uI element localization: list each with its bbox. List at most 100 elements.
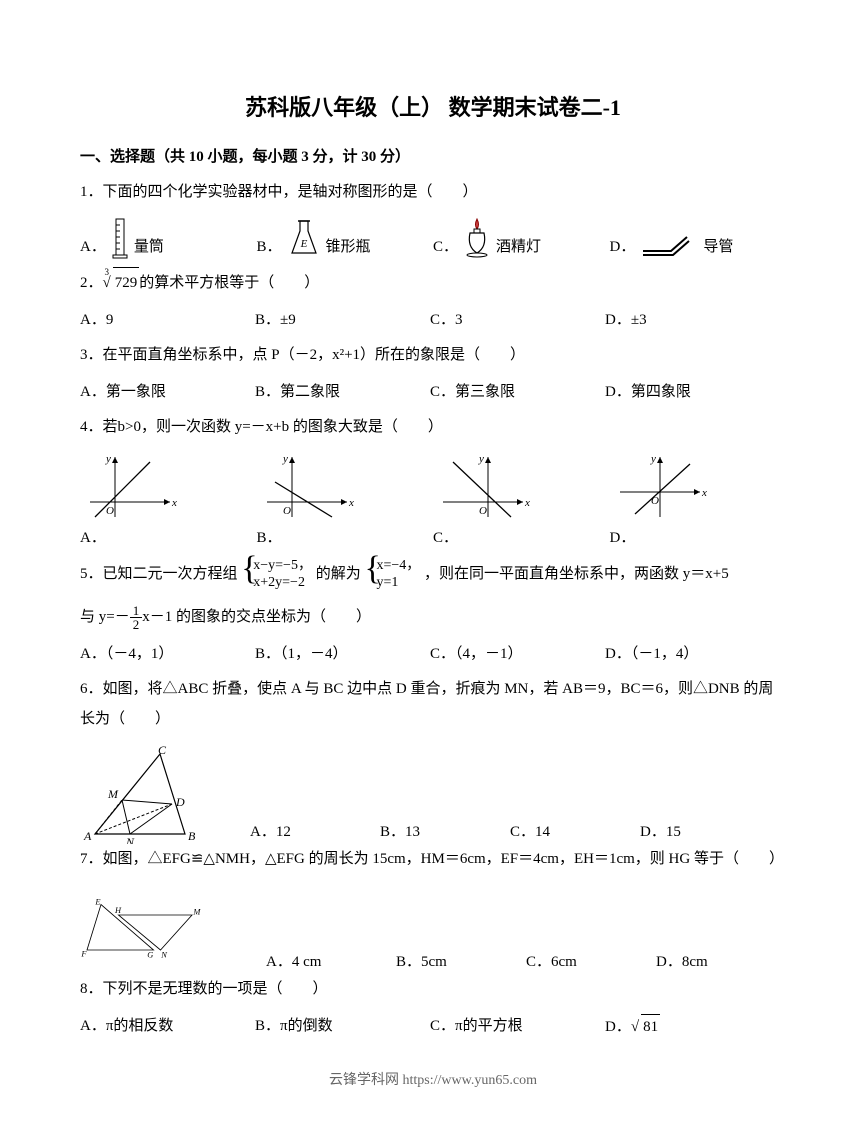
- q5-d: D．（－1，4）: [605, 642, 780, 666]
- alcohol-lamp-icon: [462, 217, 492, 259]
- q3-options: A．第一象限 B．第二象限 C．第三象限 D．第四象限: [80, 380, 786, 404]
- q6-text: 6．如图，将△ABC 折叠，使点 A 与 BC 边中点 D 重合，折痕为 MN，…: [80, 674, 786, 734]
- svg-text:H: H: [114, 906, 122, 915]
- svg-text:G: G: [147, 950, 153, 959]
- svg-text:E: E: [94, 897, 100, 906]
- q8-d: D．√81: [605, 1014, 780, 1039]
- q2-b: B．±9: [255, 308, 430, 332]
- q5-mid: 的解为: [316, 566, 361, 582]
- q4-b: B．: [257, 526, 282, 550]
- q3-text: 3．在平面直角坐标系中，点 P（－2，x²+1）所在的象限是（ ）: [80, 340, 786, 370]
- sqrt-icon: √: [631, 1015, 639, 1039]
- svg-text:y: y: [478, 453, 484, 465]
- q5-options: A．（－4，1） B．（1，－4） C．（4，－1） D．（－1，4）: [80, 642, 786, 666]
- q1-c-name: 酒精灯: [496, 235, 541, 259]
- q8-d-pre: D．: [605, 1019, 631, 1035]
- q6-a: A．12: [250, 820, 380, 844]
- q4-text: 4．若b>0，则一次函数 y=－x+b 的图象大致是（ ）: [80, 412, 786, 442]
- graph-b-icon: x y O: [257, 452, 357, 522]
- tube-icon: [639, 235, 699, 259]
- fraction-icon: 12: [130, 604, 143, 631]
- q6-c: C．14: [510, 820, 640, 844]
- svg-text:O: O: [651, 495, 659, 507]
- congruent-triangles-icon: E H M F G N: [80, 884, 206, 974]
- q1-b-label: B．: [257, 235, 282, 259]
- q2-d: D．±3: [605, 308, 780, 332]
- page-title: 苏科版八年级（上） 数学期末试卷二-1: [80, 90, 786, 125]
- graduated-cylinder-icon: [110, 217, 130, 259]
- q7-figure-row: E H M F G N A．4 cm B．5cm C．6cm D．8cm: [80, 884, 786, 974]
- q1-a-label: A．: [80, 235, 106, 259]
- q6-figure-row: C M D A N B A．12 B．13 C．14 D．15: [80, 744, 786, 844]
- svg-text:B: B: [188, 829, 196, 843]
- section-header: 一、选择题（共 10 小题，每小题 3 分，计 30 分）: [80, 145, 786, 169]
- q3-a: A．第一象限: [80, 380, 255, 404]
- q5-a: A．（－4，1）: [80, 642, 255, 666]
- svg-text:y: y: [282, 453, 288, 465]
- q5-sys2b: y=1: [376, 575, 420, 592]
- q4-d: D．: [610, 526, 636, 550]
- q7-a: A．4 cm: [266, 950, 396, 974]
- graph-c-icon: x y O: [433, 452, 533, 522]
- q4-a: A．: [80, 526, 106, 550]
- q8-c: C．π的平方根: [430, 1014, 605, 1039]
- svg-text:F: F: [80, 949, 87, 958]
- q5-den: 2: [130, 618, 143, 631]
- q8-d-rad: 81: [641, 1014, 660, 1039]
- q1-a-name: 量筒: [134, 235, 164, 259]
- svg-text:D: D: [175, 795, 185, 809]
- svg-text:x: x: [171, 497, 177, 509]
- svg-text:x: x: [348, 497, 354, 509]
- svg-text:E: E: [299, 238, 307, 250]
- q5-b: B．（1，－4）: [255, 642, 430, 666]
- brace-system-2: x=−4， y=1: [364, 558, 420, 592]
- svg-text:x: x: [524, 497, 530, 509]
- q1-c-label: C．: [433, 235, 458, 259]
- q3-c: C．第三象限: [430, 380, 605, 404]
- q5-line1: 5．已知二元一次方程组 x−y=−5， x+2y=−2 的解为 x=−4， y=…: [80, 558, 786, 592]
- q6-d: D．15: [640, 820, 770, 844]
- q1-d-name: 导管: [703, 235, 733, 259]
- svg-text:O: O: [106, 505, 114, 517]
- q5-num: 1: [130, 604, 143, 618]
- q2-text: 2．3√729的算术平方根等于（ ）: [80, 267, 786, 298]
- q5-l2pre: 与 y=－: [80, 609, 130, 625]
- q7-d: D．8cm: [656, 950, 786, 974]
- q2-a: A．9: [80, 308, 255, 332]
- flask-icon: E: [286, 217, 322, 259]
- q2-pre: 2．: [80, 275, 103, 291]
- q2-radicand: 729: [113, 267, 140, 298]
- q1-text: 1．下面的四个化学实验器材中，是轴对称图形的是（ ）: [80, 177, 786, 207]
- q3-b: B．第二象限: [255, 380, 430, 404]
- q2-options: A．9 B．±9 C．3 D．±3: [80, 308, 786, 332]
- graph-d-icon: xy O: [610, 452, 710, 522]
- q8-text: 8．下列不是无理数的一项是（ ）: [80, 974, 786, 1004]
- svg-text:y: y: [650, 453, 656, 465]
- page-footer: 云锋学科网 https://www.yun65.com: [0, 1070, 866, 1092]
- svg-text:N: N: [160, 950, 167, 959]
- q2-c: C．3: [430, 308, 605, 332]
- q7-c: C．6cm: [526, 950, 656, 974]
- svg-text:N: N: [125, 835, 135, 844]
- q5-line2: 与 y=－12x－1 的图象的交点坐标为（ ）: [80, 602, 786, 632]
- svg-text:O: O: [283, 505, 291, 517]
- q1-d-label: D．: [610, 235, 636, 259]
- cube-root-icon: 3√729: [103, 267, 140, 298]
- graph-a-icon: xy O: [80, 452, 180, 522]
- q8-b: B．π的倒数: [255, 1014, 430, 1039]
- q5-sys1b: x+2y=−2: [253, 575, 312, 592]
- svg-text:A: A: [83, 829, 92, 843]
- q8-a: A．π的相反数: [80, 1014, 255, 1039]
- q3-d: D．第四象限: [605, 380, 780, 404]
- q5-c: C．（4，－1）: [430, 642, 605, 666]
- q5-l2post: x－1 的图象的交点坐标为（ ）: [142, 609, 371, 625]
- q8-options: A．π的相反数 B．π的倒数 C．π的平方根 D．√81: [80, 1014, 786, 1039]
- q1-b-name: 锥形瓶: [326, 235, 371, 259]
- svg-text:M: M: [107, 787, 119, 801]
- svg-text:O: O: [479, 505, 487, 517]
- q5-sys1a: x−y=−5，: [253, 558, 312, 575]
- q7-text: 7．如图，△EFG≌△NMH，△EFG 的周长为 15cm，HM＝6cm，EF＝…: [80, 844, 786, 874]
- q4-c: C．: [433, 526, 458, 550]
- q5-pre: 5．已知二元一次方程组: [80, 566, 238, 582]
- q2-post: 的算术平方根等于（ ）: [139, 275, 319, 291]
